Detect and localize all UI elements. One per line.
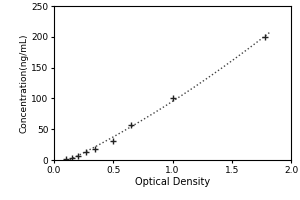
X-axis label: Optical Density: Optical Density bbox=[135, 177, 210, 187]
Y-axis label: Concentration(ng/mL): Concentration(ng/mL) bbox=[20, 33, 28, 133]
